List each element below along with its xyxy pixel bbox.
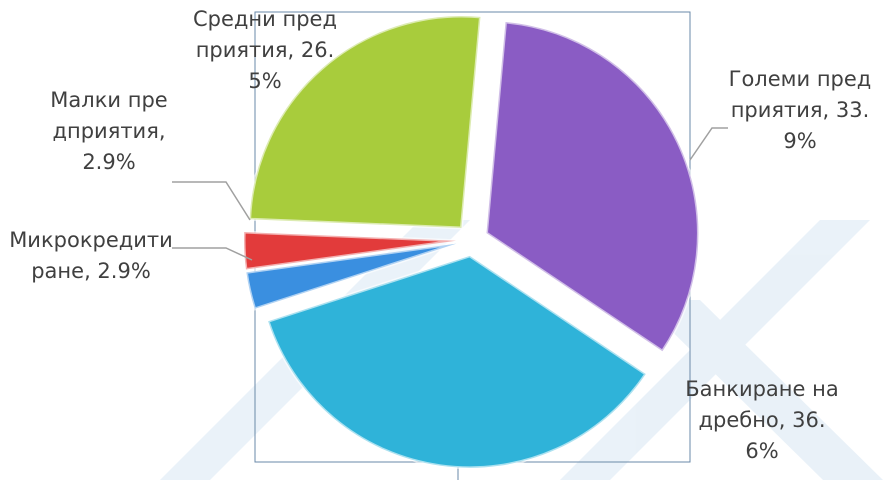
data-label: Средни предприятия, 26.5%	[193, 7, 337, 93]
leader-lines	[172, 127, 728, 261]
pie-slice	[484, 20, 700, 354]
pie-slice	[242, 230, 457, 272]
slices	[242, 14, 700, 470]
data-label: Микрокредитиране, 2.9%	[9, 228, 173, 283]
pie-slice	[248, 14, 483, 230]
data-label: Големи предприятия, 33.9%	[728, 67, 872, 153]
data-label: Малки предприятия, 2.9%	[50, 88, 168, 174]
pie-slice	[266, 254, 648, 470]
pie-slice	[244, 242, 457, 311]
data-label: Банкиране на дребно, 36.6%	[685, 377, 839, 463]
